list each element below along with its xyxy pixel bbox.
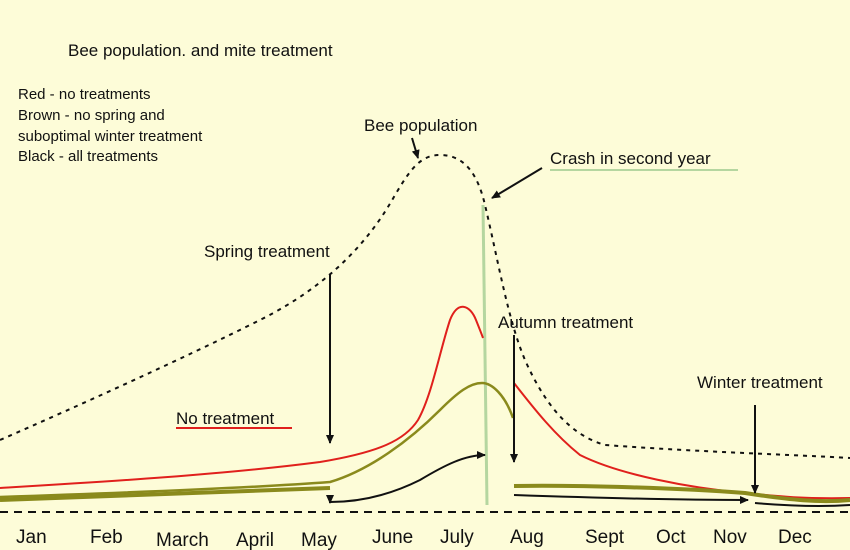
legend-black: Black - all treatments [18, 148, 158, 165]
crash-label: Crash in second year [550, 149, 711, 168]
month-sept: Sept [585, 527, 625, 548]
brown-curve-part2 [513, 483, 850, 504]
legend-red: Red - no treatments [18, 86, 151, 103]
month-april: April [236, 530, 274, 550]
month-july: July [440, 527, 474, 548]
diagram-title: Bee population. and mite treatment [68, 41, 333, 60]
autumn-treatment-label: Autumn treatment [498, 313, 633, 332]
month-jan: Jan [16, 527, 47, 548]
month-nov: Nov [713, 527, 747, 548]
brown-curve-thick [0, 486, 331, 502]
month-march: March [156, 530, 209, 550]
brown-curve-part1 [0, 381, 515, 499]
crash-arrow [491, 167, 543, 199]
month-may: May [301, 530, 337, 550]
no-treatment-label: No treatment [176, 409, 275, 428]
red-curve-part1 [0, 305, 484, 489]
bee-population-arrow [411, 137, 420, 159]
winter-treatment-label: Winter treatment [697, 373, 823, 392]
month-dec: Dec [778, 527, 812, 548]
black-curve-part3 [754, 502, 850, 508]
black-curve-part2 [513, 494, 749, 504]
month-feb: Feb [90, 527, 123, 548]
black-curve-part1 [329, 451, 486, 503]
crash-line [481, 204, 489, 506]
bee-population-label: Bee population [364, 116, 477, 135]
spring-treatment-label: Spring treatment [204, 242, 330, 261]
legend-brown-1: Brown - no spring and [18, 107, 165, 124]
red-curve-part2 [513, 382, 850, 500]
month-oct: Oct [656, 527, 686, 548]
legend-brown-2: suboptimal winter treatment [18, 128, 203, 145]
month-june: June [372, 527, 413, 548]
bee-population-curve [0, 153, 850, 459]
month-aug: Aug [510, 527, 544, 548]
